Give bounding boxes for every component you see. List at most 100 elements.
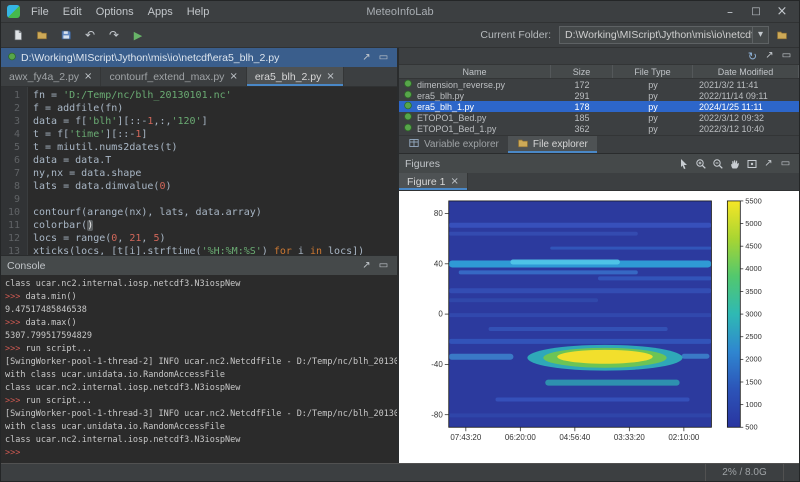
code-line[interactable]: 1 fn = 'D:/Temp/nc/blh_20130101.nc' <box>1 89 397 102</box>
line-number: 11 <box>7 220 20 231</box>
run-button[interactable]: ▶ <box>133 28 143 42</box>
toolbar-buttons: ↶ ↷ ▶ <box>7 25 149 45</box>
code-line[interactable]: 8 lats = data.dimvalue(0) <box>1 180 397 193</box>
float-icon[interactable]: ↗ <box>362 259 371 271</box>
editor-tab-era5_blh_2.py[interactable]: era5_blh_2.py × <box>246 67 344 86</box>
zoom-in-icon[interactable] <box>693 157 708 171</box>
console-panel-header[interactable]: Console ↗ ▭ <box>1 256 397 275</box>
undo-button[interactable]: ↶ <box>84 28 96 42</box>
redo-button[interactable]: ↷ <box>108 28 120 42</box>
editor-panel-header[interactable]: D:\Working\MIScript\Jython\mis\io\netcdf… <box>1 48 397 67</box>
figures-panel-header[interactable]: Figures ↗ ▭ <box>399 154 799 173</box>
code-editor[interactable]: 1 fn = 'D:/Temp/nc/blh_20130101.nc' 2 f … <box>1 87 397 255</box>
dock-tab-variable-explorer[interactable]: Variable explorer <box>399 136 508 153</box>
menu-apps[interactable]: Apps <box>147 5 173 18</box>
code-line[interactable]: 3 data = f['blh'][::-1,:,'120'] <box>1 115 397 128</box>
console-line: 5307.799517594829 <box>5 331 92 341</box>
maximize-button[interactable]: □ <box>751 5 761 17</box>
colorbar-tick-label: 5000 <box>745 219 762 228</box>
cursor-icon[interactable] <box>676 157 691 171</box>
code-line[interactable]: 12 locs = range(0, 21, 5) <box>1 232 397 245</box>
save-button[interactable] <box>55 25 77 45</box>
console-panel: Console ↗ ▭ class ucar.nc2.internal.iosp.… <box>1 255 397 463</box>
console-line: 9.47517485846538 <box>5 305 87 315</box>
close-icon[interactable]: × <box>84 70 93 82</box>
console-prompt: >>> <box>5 344 26 354</box>
resize-grip[interactable] <box>783 464 799 481</box>
close-icon[interactable]: × <box>450 175 459 187</box>
line-number: 4 <box>13 129 20 140</box>
refresh-icon[interactable]: ↻ <box>747 49 758 63</box>
figure-canvas[interactable]: 80 40 0 -40 -80 07:43:20 06:20:00 04:56:40 03:33… <box>399 191 799 463</box>
table-row[interactable]: ETOPO1_Bed.py 185 py 2022/3/12 09:32 <box>399 112 799 123</box>
x-tick-label: 07:43:20 <box>450 433 482 442</box>
float-icon[interactable]: ↗ <box>362 51 371 63</box>
maximize-icon[interactable]: ▭ <box>378 259 389 271</box>
table-row[interactable]: era5_blh_1.py 178 py 2024/1/25 11:11 <box>399 101 799 112</box>
column-header-name[interactable]: Name <box>399 65 551 78</box>
colorbar-tick-label: 1000 <box>745 400 762 409</box>
code-line[interactable]: 6 data = data.T <box>1 154 397 167</box>
menu-options[interactable]: Options <box>95 5 134 18</box>
code-line[interactable]: 11 colorbar() <box>1 219 397 232</box>
table-row[interactable]: ETOPO1_Bed_1.py 362 py 2022/3/12 10:40 <box>399 123 799 134</box>
zoom-out-icon[interactable] <box>710 157 725 171</box>
chevron-down-icon[interactable]: ▾ <box>752 27 768 43</box>
line-number: 8 <box>13 181 20 192</box>
float-icon[interactable]: ↗ <box>765 50 774 61</box>
file-explorer-header[interactable]: ↻ ↗ ▭ <box>399 48 799 64</box>
current-folder-combobox[interactable]: D:\Working\MIScript\Jython\mis\io\netcdf… <box>559 26 769 44</box>
console-output[interactable]: class ucar.nc2.internal.iosp.netcdf3.N3i… <box>1 275 397 463</box>
code-line[interactable]: 7 ny,nx = data.shape <box>1 167 397 180</box>
y-tick-label: -80 <box>431 410 443 419</box>
plot-border <box>448 200 712 428</box>
browse-folder-button[interactable] <box>771 25 793 45</box>
pan-hand-icon[interactable] <box>727 157 742 171</box>
minimize-button[interactable]: – <box>727 4 733 19</box>
code-line[interactable]: 9 <box>1 193 397 206</box>
close-icon[interactable]: × <box>229 70 238 82</box>
current-folder-path: D:\Working\MIScript\Jython\mis\io\netcdf <box>565 29 752 41</box>
colorbar-tick-label: 1500 <box>745 377 762 386</box>
code-line[interactable]: 2 f = addfile(fn) <box>1 102 397 115</box>
colorbar-tick-label: 4000 <box>745 264 762 273</box>
x-tick-label: 03:33:20 <box>614 433 646 442</box>
code-line[interactable]: 10 contourf(arange(nx), lats, data.array… <box>1 206 397 219</box>
console-line: >>> data.min() <box>5 292 77 302</box>
menu-help[interactable]: Help <box>186 5 210 18</box>
code-line[interactable]: 4 t = f['time'][::-1] <box>1 128 397 141</box>
colorbar-tick-label: 2000 <box>745 355 762 364</box>
console-prompt: >>> <box>5 448 26 458</box>
maximize-icon[interactable]: ▭ <box>780 157 791 169</box>
menu-file[interactable]: File <box>31 5 49 18</box>
x-tick-label: 02:10:00 <box>668 433 700 442</box>
column-header-date-modified[interactable]: Date Modified <box>693 65 799 78</box>
open-folder-button[interactable] <box>31 25 53 45</box>
new-file-button[interactable] <box>7 25 29 45</box>
close-button[interactable]: × <box>776 4 788 19</box>
code-line[interactable]: 13 xticks(locs, [t[i].strftime('%H:%M:%S… <box>1 245 397 255</box>
file-explorer-panel: ↻ ↗ ▭ Name Size File Type Date Modified dimen… <box>399 48 799 153</box>
menu-edit[interactable]: Edit <box>62 5 82 18</box>
maximize-icon[interactable]: ▭ <box>378 51 389 63</box>
maximize-icon[interactable]: ▭ <box>781 50 792 61</box>
editor-tab-contourf_extend_max.py[interactable]: contourf_extend_max.py × <box>101 67 247 86</box>
figure-plot[interactable]: 80 40 0 -40 -80 07:43:20 06:20:00 04:56:40 03:33… <box>399 191 799 463</box>
memory-indicator[interactable]: 2% / 8.0G <box>705 464 783 481</box>
dock-tab-file-explorer[interactable]: File explorer <box>507 136 597 153</box>
console-line: with class ucar.unidata.io.RandomAccessF… <box>5 370 226 380</box>
column-header-size[interactable]: Size <box>551 65 613 78</box>
contour-bands <box>448 222 712 418</box>
column-header-file-type[interactable]: File Type <box>613 65 693 78</box>
figure-tab-Figure-1[interactable]: Figure 1 × <box>399 173 468 190</box>
status-bar: 2% / 8.0G <box>1 463 799 481</box>
table-row[interactable]: era5_blh.py 291 py 2022/11/14 09:11 <box>399 90 799 101</box>
full-extent-icon[interactable] <box>744 157 759 171</box>
editor-tab-awx_fy4a_2.py[interactable]: awx_fy4a_2.py × <box>1 67 102 86</box>
close-icon[interactable]: × <box>326 70 335 82</box>
table-row[interactable]: dimension_reverse.py 172 py 2021/3/2 11:… <box>399 79 799 90</box>
line-number: 9 <box>13 194 20 205</box>
code-line[interactable]: 5 t = miutil.nums2dates(t) <box>1 141 397 154</box>
float-icon[interactable]: ↗ <box>764 157 773 169</box>
